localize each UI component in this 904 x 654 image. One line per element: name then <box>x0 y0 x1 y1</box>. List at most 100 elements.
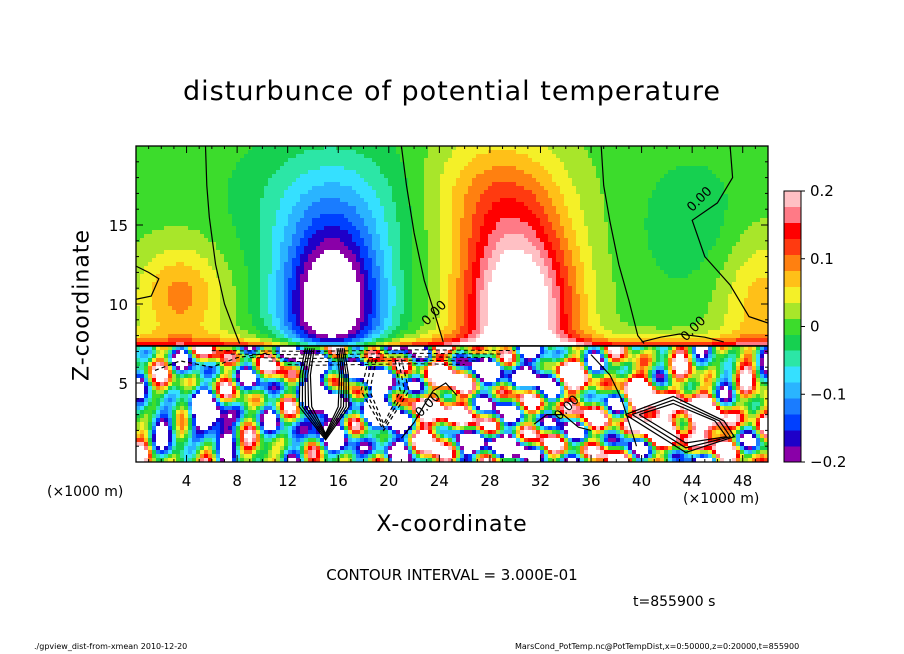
heatmap-cell <box>200 206 205 211</box>
heatmap-cell <box>212 270 217 275</box>
heatmap-cell <box>580 186 585 191</box>
heatmap-cell <box>440 202 445 207</box>
heatmap-cell <box>176 238 181 243</box>
heatmap-cell <box>336 198 341 203</box>
heatmap-cell <box>412 166 417 171</box>
heatmap-cell <box>272 186 277 191</box>
heatmap-cell <box>160 174 165 179</box>
heatmap-cell <box>212 158 217 163</box>
heatmap-cell <box>244 210 249 215</box>
heatmap-cell <box>488 262 493 267</box>
heatmap-cell <box>280 258 285 263</box>
heatmap-cell <box>204 214 209 219</box>
heatmap-cell <box>568 170 573 175</box>
heatmap-cell <box>288 194 293 199</box>
heatmap-cell <box>692 246 697 251</box>
heatmap-cell <box>220 190 225 195</box>
heatmap-cell <box>560 242 565 247</box>
heatmap-cell <box>452 226 457 231</box>
heatmap-cell <box>512 182 517 187</box>
heatmap-cell <box>424 250 429 255</box>
heatmap-cell <box>752 194 757 199</box>
heatmap-cell <box>568 190 573 195</box>
heatmap-cell <box>476 150 481 155</box>
heatmap-cell <box>600 198 605 203</box>
heatmap-cell <box>252 178 257 183</box>
heatmap-cell <box>300 154 305 159</box>
heatmap-cell <box>552 254 557 259</box>
heatmap-cell <box>500 198 505 203</box>
heatmap-cell <box>516 190 521 195</box>
heatmap-cell <box>532 146 537 151</box>
heatmap-cell <box>172 174 177 179</box>
heatmap-cell <box>248 222 253 227</box>
heatmap-cell <box>148 166 153 171</box>
heatmap-cell <box>272 270 277 275</box>
heatmap-cell <box>264 154 269 159</box>
heatmap-cell <box>760 258 765 263</box>
heatmap-cell <box>704 210 709 215</box>
heatmap-cell <box>536 154 541 159</box>
heatmap-cell <box>660 186 665 191</box>
heatmap-cell <box>480 198 485 203</box>
heatmap-cell <box>740 250 745 255</box>
heatmap-cell <box>356 194 361 199</box>
heatmap-cell <box>384 210 389 215</box>
heatmap-cell <box>472 242 477 247</box>
heatmap-cell <box>332 162 337 167</box>
heatmap-cell <box>344 218 349 223</box>
heatmap-cell <box>488 178 493 183</box>
heatmap-cell <box>512 206 517 211</box>
heatmap-cell <box>384 222 389 227</box>
heatmap-cell <box>432 206 437 211</box>
heatmap-cell <box>328 206 333 211</box>
heatmap-cell <box>484 150 489 155</box>
heatmap-cell <box>688 246 693 251</box>
heatmap-cell <box>476 174 481 179</box>
heatmap-cell <box>160 154 165 159</box>
heatmap-cell <box>472 222 477 227</box>
heatmap-cell <box>460 162 465 167</box>
heatmap-cell <box>664 246 669 251</box>
heatmap-cell <box>552 170 557 175</box>
heatmap-cell <box>240 194 245 199</box>
heatmap-cell <box>708 242 713 247</box>
heatmap-cell <box>368 162 373 167</box>
heatmap-cell <box>140 246 145 251</box>
heatmap-cell <box>156 246 161 251</box>
heatmap-cell <box>740 218 745 223</box>
heatmap-cell <box>184 270 189 275</box>
heatmap-cell <box>680 222 685 227</box>
heatmap-cell <box>328 186 333 191</box>
heatmap-cell <box>264 234 269 239</box>
heatmap-cell <box>652 222 657 227</box>
heatmap-cell <box>572 234 577 239</box>
heatmap-cell <box>464 266 469 271</box>
heatmap-cell <box>228 178 233 183</box>
heatmap-cell <box>584 210 589 215</box>
heatmap-cell <box>136 158 141 163</box>
heatmap-cell <box>312 258 317 263</box>
heatmap-cell <box>644 250 649 255</box>
heatmap-cell <box>640 162 645 167</box>
heatmap-cell <box>180 194 185 199</box>
heatmap-cell <box>664 186 669 191</box>
heatmap-cell <box>756 214 761 219</box>
heatmap-cell <box>380 150 385 155</box>
heatmap-cell <box>568 186 573 191</box>
heatmap-cell <box>484 246 489 251</box>
heatmap-cell <box>528 250 533 255</box>
heatmap-cell <box>432 246 437 251</box>
heatmap-cell <box>216 238 221 243</box>
heatmap-cell <box>228 222 233 227</box>
heatmap-cell <box>616 182 621 187</box>
heatmap-cell <box>424 258 429 263</box>
heatmap-cell <box>356 162 361 167</box>
heatmap-cell <box>584 230 589 235</box>
heatmap-cell <box>684 238 689 243</box>
heatmap-cell <box>248 186 253 191</box>
heatmap-cell <box>472 182 477 187</box>
heatmap-cell <box>408 174 413 179</box>
heatmap-cell <box>216 226 221 231</box>
heatmap-cell <box>740 158 745 163</box>
